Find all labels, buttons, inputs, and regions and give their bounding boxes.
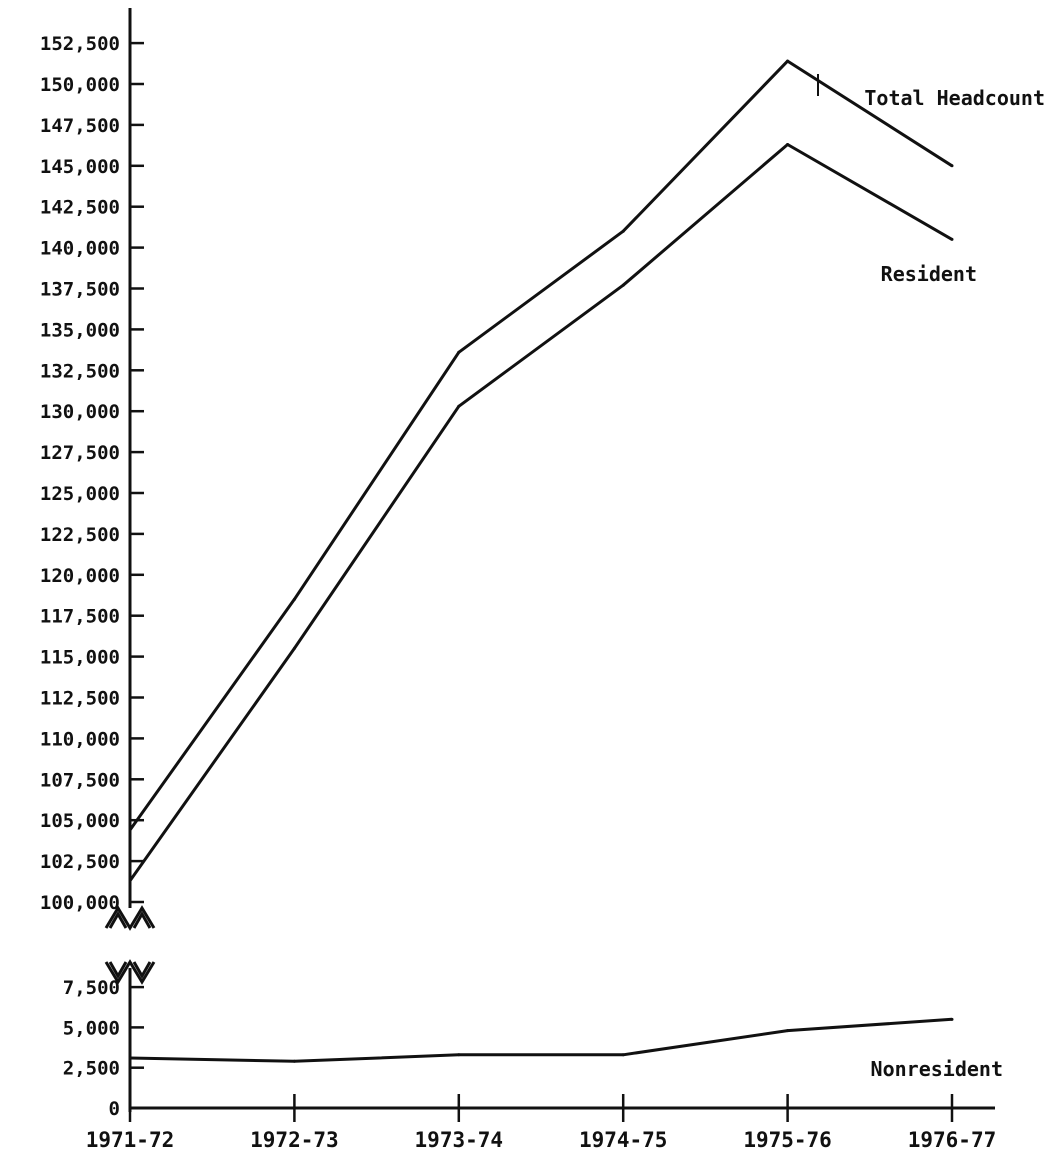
- y-tick-label-upper: 127,500: [40, 442, 120, 464]
- y-tick-label-lower: 2,500: [63, 1058, 120, 1080]
- x-tick-label: 1975-76: [743, 1128, 832, 1152]
- data-point: [786, 59, 790, 63]
- data-point: [457, 404, 461, 408]
- axis-break-top: [104, 905, 156, 931]
- y-tick-label-upper: 132,500: [40, 360, 120, 382]
- data-point: [292, 646, 296, 650]
- data-point: [128, 1056, 132, 1060]
- data-point: [786, 1029, 790, 1033]
- x-tick-label: 1972-73: [250, 1128, 339, 1152]
- y-tick-label-upper: 100,000: [40, 892, 120, 914]
- y-tick-label-upper: 105,000: [40, 810, 120, 832]
- y-tick-label-upper: 125,000: [40, 483, 120, 505]
- data-point: [621, 229, 625, 233]
- y-tick-label-upper: 147,500: [40, 115, 120, 137]
- axis-break-bottom: [104, 959, 156, 985]
- y-tick-label-upper: 110,000: [40, 728, 120, 750]
- axis-break-bottom-inner: [108, 961, 128, 980]
- y-tick-label-upper: 122,500: [40, 524, 120, 546]
- y-tick-label-lower: 7,500: [63, 977, 120, 999]
- y-tick-label-upper: 112,500: [40, 688, 120, 710]
- axis-break-top-inner-2: [132, 910, 152, 929]
- axes: [104, 8, 995, 1112]
- y-tick-label-upper: 140,000: [40, 238, 120, 260]
- y-tick-label-lower: 5,000: [63, 1017, 120, 1039]
- series-label: Total Headcount: [864, 86, 1045, 110]
- data-point: [950, 164, 954, 168]
- x-tick-label: 1971-72: [86, 1128, 175, 1152]
- y-tick-label-upper: 117,500: [40, 606, 120, 628]
- series-label: Resident: [881, 262, 977, 286]
- data-point: [457, 1053, 461, 1057]
- series-line-resident: [128, 143, 953, 882]
- axis-break-bottom-inner-2: [132, 961, 152, 980]
- series-lines: [128, 59, 954, 1063]
- y-tick-label-lower: 0: [109, 1098, 120, 1120]
- x-tick-label: 1974-75: [579, 1128, 668, 1152]
- data-point: [950, 237, 954, 241]
- y-tick-label-upper: 107,500: [40, 769, 120, 791]
- series-labels: Total Headcount Resident Nonresident: [817, 74, 1045, 1081]
- y-ticks: 100,000 102,500 105,000 107,500 110,000 112,5…: [40, 33, 144, 1120]
- data-point: [292, 1059, 296, 1063]
- data-point: [128, 828, 132, 832]
- axis-break-top-inner: [108, 910, 128, 929]
- series-line-nonresident: [129, 1017, 953, 1063]
- y-tick-label-upper: 145,000: [40, 156, 120, 178]
- x-tick-label: 1976-77: [908, 1128, 997, 1152]
- series-line-total-headcount: [128, 59, 953, 831]
- y-tick-label-upper: 135,000: [40, 319, 120, 341]
- y-tick-label-upper: 152,500: [40, 33, 120, 55]
- series-label: Nonresident: [871, 1057, 1003, 1081]
- y-tick-label-upper: 120,000: [40, 565, 120, 587]
- data-point: [292, 597, 296, 601]
- y-tick-label-upper: 102,500: [40, 851, 120, 873]
- y-tick-label-upper: 150,000: [40, 74, 120, 96]
- y-tick-label-upper: 142,500: [40, 197, 120, 219]
- y-tick-label-upper: 137,500: [40, 279, 120, 301]
- data-point: [457, 350, 461, 354]
- data-point: [786, 143, 790, 147]
- data-point: [621, 1053, 625, 1057]
- data-point: [950, 1017, 954, 1021]
- y-tick-label-upper: 115,000: [40, 647, 120, 669]
- x-ticks: 1971-72 1972-73 1973-74 1974-75 1975-76 1976-…: [86, 1094, 997, 1152]
- x-tick-label: 1973-74: [415, 1128, 504, 1152]
- data-point: [621, 283, 625, 287]
- y-tick-label-upper: 130,000: [40, 401, 120, 423]
- data-point: [128, 879, 132, 883]
